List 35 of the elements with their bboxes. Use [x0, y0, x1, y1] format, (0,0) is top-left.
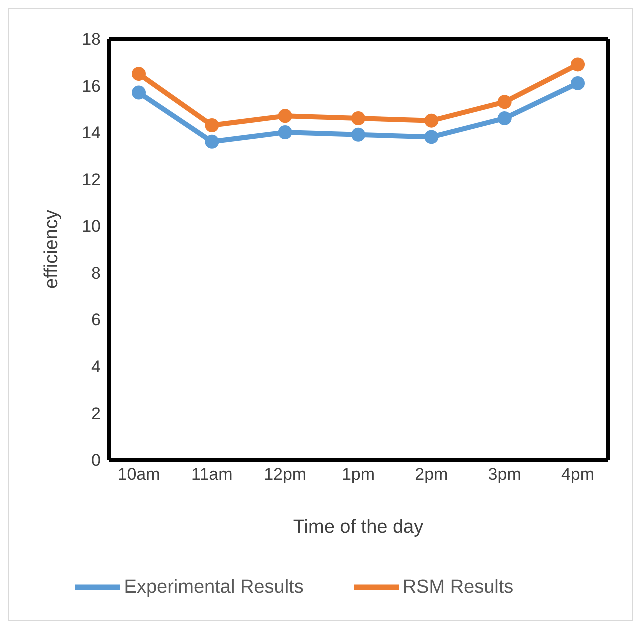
point [571, 58, 585, 72]
point [498, 95, 512, 110]
point [205, 118, 220, 133]
point [132, 86, 146, 100]
point [498, 112, 512, 126]
x-tick-label: 12pm [264, 465, 307, 484]
x-tick-label: 11am [192, 465, 233, 484]
x-tick-label: 2pm [415, 465, 448, 484]
point [424, 114, 439, 128]
legend-label: Experimental Results [124, 576, 304, 598]
y-tick-label: 18 [82, 30, 101, 50]
y-tick-label: 6 [92, 310, 101, 330]
y-tick-label: 14 [82, 124, 101, 143]
x-tick-label: 1pm [342, 465, 376, 484]
point [424, 130, 439, 144]
y-tick-label: 4 [92, 357, 101, 376]
y-tick-label: 0 [92, 451, 101, 470]
point [278, 109, 292, 124]
y-tick-label: 2 [92, 404, 101, 424]
y-tick-label: 12 [82, 170, 101, 190]
point [352, 112, 366, 126]
y-tick-label: 16 [82, 76, 101, 96]
x-tick-label: 3pm [488, 465, 522, 484]
point [278, 126, 292, 140]
y-tick-label: 10 [82, 217, 101, 236]
point [352, 128, 366, 142]
point [132, 67, 146, 82]
point [205, 134, 220, 149]
x-tick-label: 10am [118, 465, 160, 484]
legend-label: RSM Results [402, 576, 514, 598]
x-tick-label: 4pm [561, 465, 595, 484]
x-axis-title: Time of the day [293, 517, 424, 538]
y-axis-title: efficiency [42, 210, 63, 289]
y-tick-label: 8 [92, 264, 101, 283]
point [571, 76, 585, 90]
